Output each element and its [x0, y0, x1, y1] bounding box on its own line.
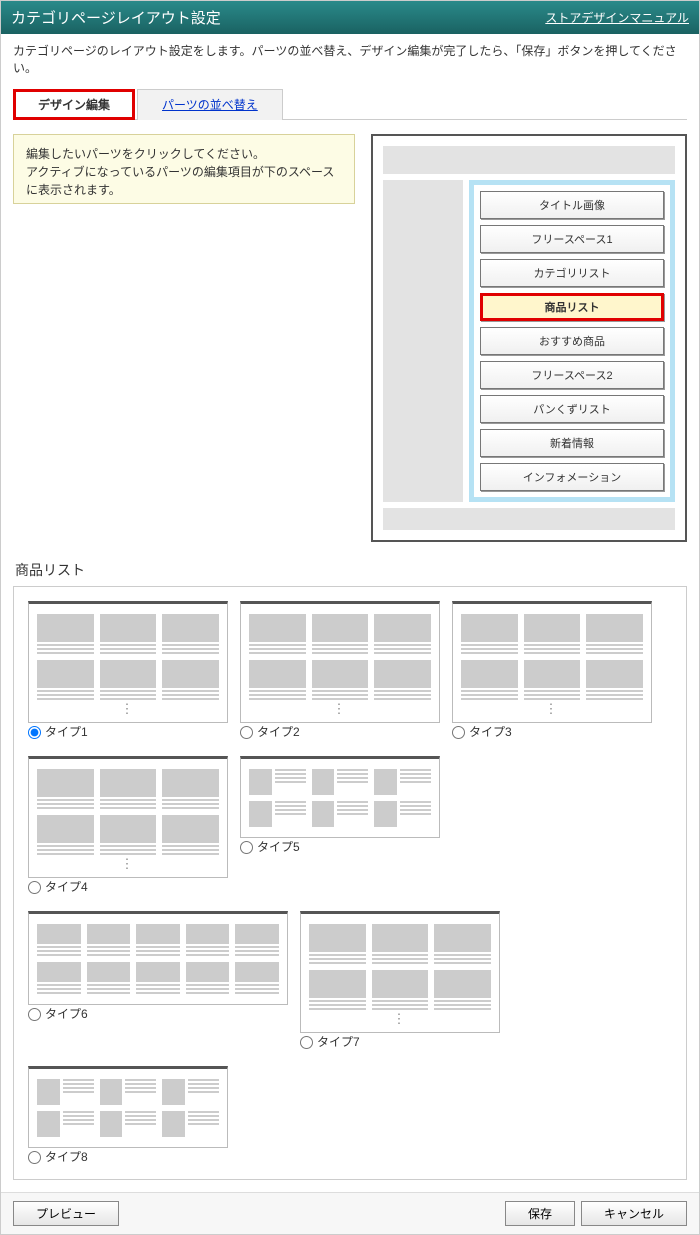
manual-link[interactable]: ストアデザインマニュアル	[545, 9, 689, 26]
part-item[interactable]: タイトル画像	[480, 191, 664, 219]
layout-type-card[interactable]: タイプ5	[240, 756, 440, 895]
part-item[interactable]: 商品リスト	[480, 293, 664, 321]
layout-type-grid: ⋮タイプ1⋮タイプ2⋮タイプ3 ⋮タイプ4 タイプ5 タイプ6 ⋮タイプ7 タイプ8	[13, 586, 687, 1180]
preview-footer-placeholder	[383, 508, 675, 530]
part-item[interactable]: おすすめ商品	[480, 327, 664, 355]
section-title: 商品リスト	[1, 556, 699, 586]
layout-preview: タイトル画像フリースペース1 カテゴリリスト商品リストおすすめ商品フリースペース2…	[371, 134, 687, 542]
layout-type-card[interactable]: タイプ8	[28, 1066, 228, 1165]
layout-type-card[interactable]: ⋮タイプ2	[240, 601, 440, 740]
preview-header-placeholder	[383, 146, 675, 174]
layout-type-radio[interactable]	[28, 1151, 41, 1164]
layout-type-label: タイプ6	[45, 1007, 88, 1021]
layout-type-radio[interactable]	[240, 841, 253, 854]
layout-type-label: タイプ8	[45, 1150, 88, 1164]
preview-button[interactable]: プレビュー	[13, 1201, 119, 1226]
layout-type-label: タイプ3	[469, 725, 512, 739]
layout-type-card[interactable]: ⋮タイプ4	[28, 756, 228, 895]
tab-reorder[interactable]: パーツの並べ替え	[137, 89, 283, 120]
layout-type-label: タイプ4	[45, 880, 88, 894]
layout-type-card[interactable]: ⋮タイプ7	[300, 911, 500, 1050]
layout-type-label: タイプ2	[257, 725, 300, 739]
layout-type-radio[interactable]	[28, 726, 41, 739]
part-item[interactable]: パンくずリスト	[480, 395, 664, 423]
layout-type-radio[interactable]	[240, 726, 253, 739]
preview-sidebar-placeholder	[383, 180, 463, 502]
part-item[interactable]: フリースペース2	[480, 361, 664, 389]
layout-type-radio[interactable]	[300, 1036, 313, 1049]
save-button[interactable]: 保存	[505, 1201, 575, 1226]
part-item[interactable]: 新着情報	[480, 429, 664, 457]
tab-design-edit[interactable]: デザイン編集	[13, 89, 135, 120]
layout-type-radio[interactable]	[28, 881, 41, 894]
layout-type-card[interactable]: タイプ6	[28, 911, 288, 1050]
layout-type-label: タイプ7	[317, 1035, 360, 1049]
layout-type-label: タイプ1	[45, 725, 88, 739]
layout-type-card[interactable]: ⋮タイプ1	[28, 601, 228, 740]
cancel-button[interactable]: キャンセル	[581, 1201, 687, 1226]
page-description: カテゴリページのレイアウト設定をします。パーツの並べ替え、デザイン編集が完了した…	[1, 34, 699, 84]
part-item[interactable]: カテゴリリスト	[480, 259, 664, 287]
part-item[interactable]: インフォメーション	[480, 463, 664, 491]
layout-type-label: タイプ5	[257, 840, 300, 854]
parts-list: タイトル画像フリースペース1 カテゴリリスト商品リストおすすめ商品フリースペース2…	[469, 180, 675, 502]
help-panel: 編集したいパーツをクリックしてください。 アクティブになっているパーツの編集項目…	[13, 134, 355, 204]
layout-type-radio[interactable]	[28, 1008, 41, 1021]
page-title: カテゴリページレイアウト設定	[11, 7, 221, 28]
layout-type-radio[interactable]	[452, 726, 465, 739]
part-item[interactable]: フリースペース1	[480, 225, 664, 253]
layout-type-card[interactable]: ⋮タイプ3	[452, 601, 652, 740]
